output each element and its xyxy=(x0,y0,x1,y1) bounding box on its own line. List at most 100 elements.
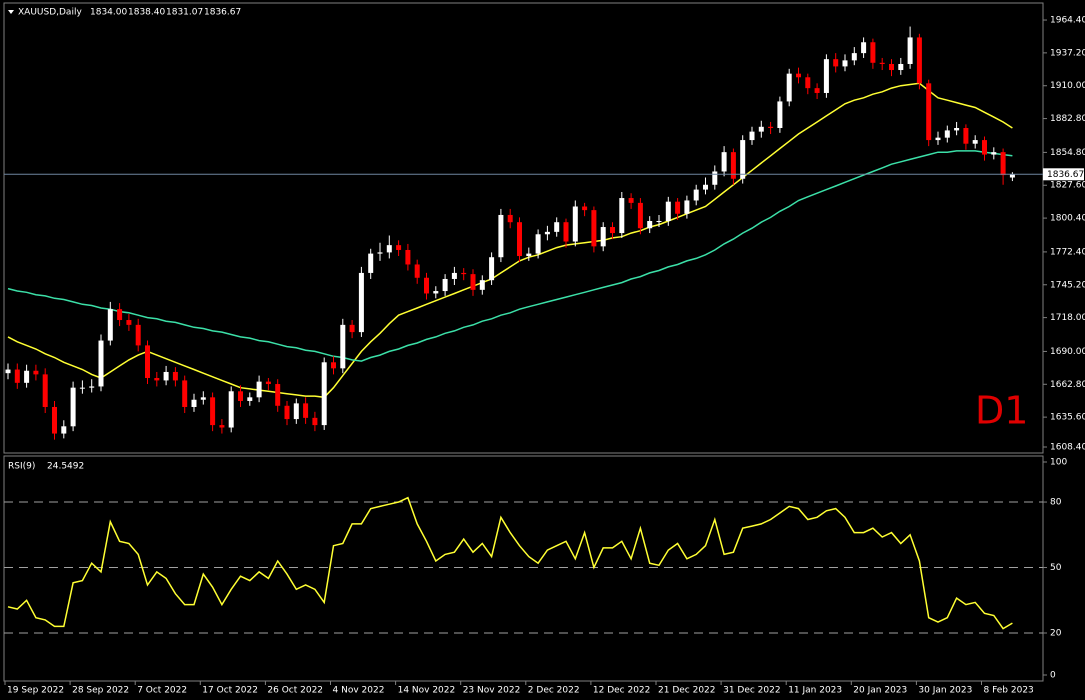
candle-body xyxy=(582,206,588,211)
moving-average-line xyxy=(7,82,1013,399)
rsi-line xyxy=(7,496,1013,630)
candle-body xyxy=(228,391,234,428)
x-tick-label: 7 Oct 2022 xyxy=(137,686,187,696)
candle-body xyxy=(889,63,894,71)
y-tick-label: 100 xyxy=(1050,458,1067,468)
candle-body xyxy=(972,140,978,144)
x-tick-label: 31 Dec 2022 xyxy=(723,686,781,696)
candle-body xyxy=(777,101,783,128)
candle-body xyxy=(414,264,420,278)
candle-body xyxy=(172,371,178,381)
y-tick-label: 20 xyxy=(1050,628,1062,638)
y-tick-label: 1745.20 xyxy=(1050,280,1085,290)
last-price-label: 1836.67 xyxy=(1047,170,1084,180)
candle-body xyxy=(461,272,467,275)
candle-body xyxy=(851,53,857,61)
candle-body xyxy=(303,403,309,418)
x-tick-label: 30 Jan 2023 xyxy=(918,686,972,696)
candle-body xyxy=(526,253,532,257)
candle-body xyxy=(470,274,476,290)
x-tick-label: 8 Feb 2023 xyxy=(984,686,1034,696)
y-tick-label: 1772.40 xyxy=(1050,247,1085,257)
y-tick-label: 1937.20 xyxy=(1050,48,1085,58)
candle-body xyxy=(619,198,625,234)
candle-body xyxy=(833,59,839,67)
candle-body xyxy=(61,426,67,434)
candle-body xyxy=(823,59,829,93)
x-tick-label: 23 Nov 2022 xyxy=(463,686,521,696)
candle-body xyxy=(89,386,95,388)
chart-title: XAUUSD,Daily xyxy=(18,8,82,18)
x-tick-label: 11 Jan 2023 xyxy=(788,686,842,696)
y-tick-label: 1690.00 xyxy=(1050,347,1085,357)
candle-body xyxy=(117,309,123,321)
candle-body xyxy=(768,126,774,128)
candle-body xyxy=(684,200,690,214)
candle-body xyxy=(517,222,522,257)
candle-body xyxy=(321,362,327,426)
candle-body xyxy=(433,291,439,294)
ohlc-label: 1836.67 xyxy=(204,8,241,18)
candle-body xyxy=(219,425,225,428)
candle-body xyxy=(275,384,281,406)
candle-body xyxy=(368,253,374,273)
candle-body xyxy=(358,272,364,333)
candle-body xyxy=(210,397,216,426)
moving-average-line xyxy=(7,150,1013,362)
candle-body xyxy=(944,130,950,138)
candle-body xyxy=(145,345,150,378)
ohlc-label: 1838.40 xyxy=(128,8,165,18)
candle-body xyxy=(814,88,820,93)
candle-body xyxy=(1009,174,1015,178)
candle-body xyxy=(507,214,513,223)
rsi-value: 24.5492 xyxy=(47,462,84,472)
x-tick-label: 20 Jan 2023 xyxy=(853,686,907,696)
main-panel xyxy=(3,2,1044,454)
candle-body xyxy=(442,278,448,292)
menu-arrow xyxy=(8,10,14,14)
candle-body xyxy=(5,369,11,374)
candle-body xyxy=(637,202,643,229)
candle-body xyxy=(898,63,904,71)
candle-body xyxy=(284,405,290,420)
candle-body xyxy=(758,126,764,132)
candle-body xyxy=(861,42,867,54)
x-tick-label: 17 Oct 2022 xyxy=(202,686,258,696)
candle-body xyxy=(451,272,457,279)
candle-body xyxy=(238,391,243,401)
candle-body xyxy=(154,378,160,381)
x-tick-label: 26 Oct 2022 xyxy=(267,686,323,696)
candle-body xyxy=(107,309,113,341)
y-tick-label: 1718.00 xyxy=(1050,313,1085,323)
candle-body xyxy=(628,198,634,203)
y-tick-label: 1662.80 xyxy=(1050,380,1085,390)
candle-body xyxy=(544,231,550,235)
candle-body xyxy=(191,399,197,407)
candle-body xyxy=(293,403,299,420)
candle-body xyxy=(200,397,206,400)
candle-body xyxy=(14,369,20,383)
candle-body xyxy=(600,227,606,247)
y-tick-label: 1800.40 xyxy=(1050,214,1085,224)
candle-body xyxy=(665,201,671,221)
candle-body xyxy=(591,210,597,247)
ohlc-label: 1834.00 xyxy=(90,8,127,18)
candle-body xyxy=(916,37,922,84)
y-tick-label: 1608.40 xyxy=(1050,443,1085,453)
candle-body xyxy=(265,381,271,385)
candle-body xyxy=(377,252,383,254)
y-tick-label: 1827.60 xyxy=(1050,181,1085,191)
x-tick-label: 12 Dec 2022 xyxy=(593,686,651,696)
candle-body xyxy=(42,374,48,407)
x-tick-label: 14 Nov 2022 xyxy=(398,686,456,696)
candle-body xyxy=(349,324,355,333)
candle-body xyxy=(405,249,411,265)
candle-body xyxy=(786,73,792,102)
candle-body xyxy=(656,220,662,222)
candle-body xyxy=(954,128,960,131)
y-tick-label: 0 xyxy=(1050,671,1056,681)
candle-body xyxy=(331,362,336,369)
candle-body xyxy=(749,131,755,141)
x-tick-label: 21 Dec 2022 xyxy=(658,686,716,696)
